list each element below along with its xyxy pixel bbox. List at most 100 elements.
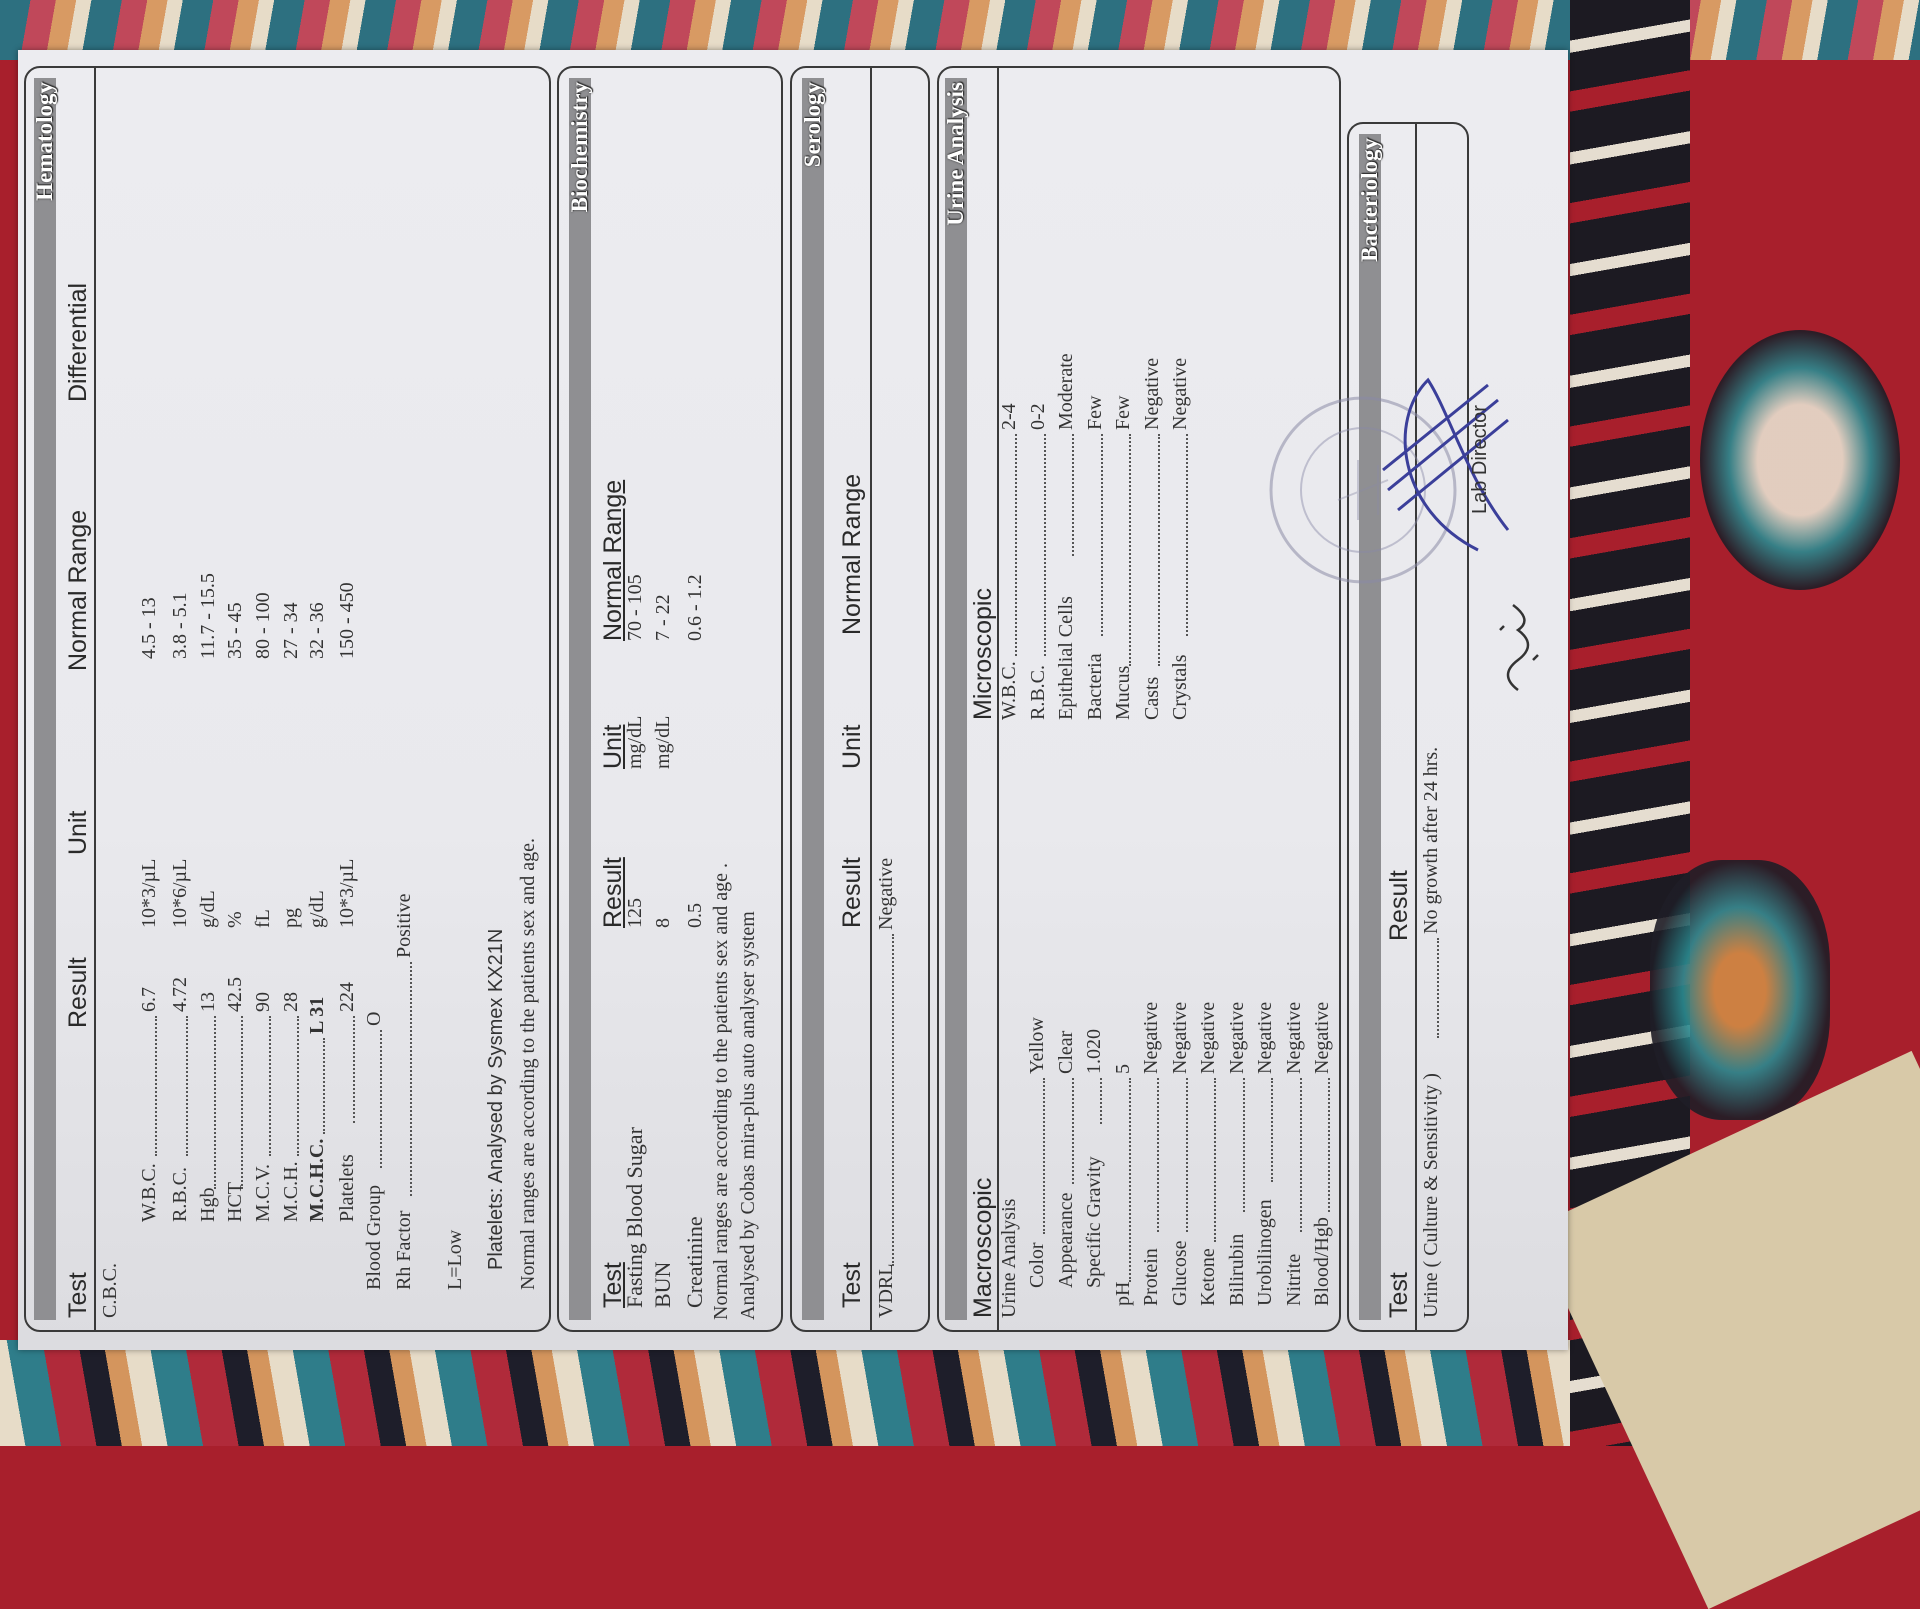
column-header-result: Result [838, 857, 866, 928]
dotted-leader [1072, 434, 1074, 556]
result-value: Negative [1311, 1001, 1333, 1074]
signature [1382, 377, 1510, 552]
result-value: Few [1112, 395, 1134, 430]
result-value: 8 [652, 918, 674, 928]
result-value: 0-2 [1026, 403, 1049, 430]
unit-value: % [224, 911, 246, 928]
serology-section: Serology Test Result Unit Normal Range V… [790, 66, 930, 1332]
result-value: 90 [252, 992, 274, 1012]
dotted-leader [1186, 434, 1188, 636]
dotted-leader [1437, 938, 1439, 1038]
dotted-leader [1214, 1078, 1216, 1242]
normal-range-value: 11.7 - 15.5 [197, 573, 219, 659]
section-bar: Bacteriology [1357, 134, 1382, 1320]
result-value: O [363, 1011, 385, 1026]
test-name: R.B.C. [169, 1166, 191, 1222]
column-header-unit: Unit [838, 724, 866, 769]
section-title: Biochemistry [567, 82, 592, 213]
test-name: M.C.H. [280, 1161, 302, 1222]
test-name: Appearance [1054, 1192, 1077, 1289]
dotted-leader [186, 1016, 188, 1156]
result-value: Negative [1140, 357, 1163, 430]
result-value: 1.020 [1083, 1029, 1105, 1074]
unit-value: 10*3/µL [336, 858, 358, 928]
group-label-cbc: C.B.C. [99, 1262, 121, 1318]
unit-value: mg/dL [652, 715, 674, 769]
header-divider [870, 68, 872, 1330]
dotted-leader [410, 962, 412, 1196]
dotted-leader [1100, 434, 1103, 636]
urine-analysis-section: Urine Analysis Macroscopic Microscopic U… [937, 66, 1341, 1332]
dotted-leader [1328, 1078, 1330, 1212]
dotted-leader [1043, 434, 1046, 656]
unit-value: fL [252, 909, 274, 928]
test-name: Rh Factor [393, 1210, 415, 1290]
result-value: Clear [1054, 1030, 1077, 1074]
unit-value: pg [280, 908, 302, 928]
dotted-leader [1242, 1078, 1245, 1212]
section-title: Serology [800, 82, 825, 168]
test-name: Mucus [1112, 665, 1134, 720]
result-value: Negative [1169, 357, 1191, 430]
normal-range-value: 0.6 - 1.2 [684, 574, 706, 641]
test-name: Blood/Hgb [1311, 1217, 1333, 1306]
note-normal-ranges: Normal ranges are according to the patie… [710, 862, 732, 1320]
normal-range-value: 150 - 450 [336, 582, 358, 659]
test-name: Crystals [1169, 654, 1191, 720]
dotted-leader [380, 1030, 382, 1168]
dotted-leader [269, 1016, 271, 1156]
column-header-result: Result [1385, 870, 1413, 941]
test-name: M.C.H.C. [306, 1138, 328, 1222]
result-value: 42.5 [224, 977, 246, 1012]
carpet-bottom-band [0, 1340, 1620, 1446]
arabic-handwriting [1499, 604, 1539, 691]
result-value: Negative [1168, 1001, 1191, 1074]
normal-range-value: 7 - 22 [652, 594, 674, 641]
result-value: Few [1083, 395, 1106, 430]
result-value: Negative [1197, 1001, 1219, 1074]
column-header-result: Result [64, 957, 92, 1028]
section-bar: Urine Analysis [943, 78, 968, 1320]
group-label-urine-analysis: Urine Analysis [998, 1198, 1020, 1318]
dotted-leader [1015, 434, 1017, 656]
result-value: 4.72 [169, 977, 191, 1012]
result-value: 5 [1111, 1064, 1134, 1074]
test-name: Casts [1140, 676, 1163, 720]
result-value: Negative [1254, 1001, 1276, 1074]
result-value: 224 [336, 982, 358, 1012]
column-header-unit: Unit [64, 810, 92, 855]
biochemistry-section: Biochemistry Test Result Unit Normal Ran… [557, 66, 783, 1332]
result-value: Negative [875, 857, 897, 930]
test-name: pH [1111, 1281, 1134, 1306]
column-header-test: Test [1385, 1272, 1413, 1318]
dotted-leader [892, 934, 894, 1266]
test-name: Glucose [1168, 1240, 1191, 1306]
hematology-section: Hematology Test Result Unit Normal Range… [24, 66, 551, 1332]
column-header-differential: Differential [64, 282, 92, 402]
test-name: HCT [224, 1182, 246, 1222]
result-value: L 31 [306, 996, 328, 1034]
column-header-test: Test [64, 1272, 92, 1318]
result-value: 2-4 [998, 403, 1020, 430]
result-value: 0.5 [684, 903, 706, 928]
test-name: R.B.C. [1026, 664, 1049, 720]
section-bar: Biochemistry [567, 78, 592, 1320]
dotted-leader [1157, 1078, 1159, 1232]
test-name: VDRL [875, 1263, 897, 1318]
dotted-leader [353, 1016, 355, 1123]
platelets-note: Platelets: Analysed by Sysmex KX21N [485, 928, 507, 1270]
test-name: Protein [1140, 1248, 1162, 1306]
result-value: 125 [624, 898, 646, 928]
result-value: No growth after 24 hrs. [1420, 746, 1442, 934]
section-bar: Hematology [32, 78, 57, 1320]
test-name: Epithelial Cells [1055, 596, 1077, 720]
dotted-leader [1129, 434, 1131, 666]
result-value: 6.7 [138, 987, 160, 1012]
header-divider [1415, 124, 1417, 1330]
normal-range-value: 32 - 36 [306, 602, 328, 659]
result-value: Yellow [1026, 1017, 1048, 1074]
dotted-leader [1157, 434, 1160, 666]
test-name: Fasting Blood Sugar [622, 1127, 647, 1308]
test-name: Blood Group [363, 1185, 385, 1290]
unit-value: 10*3/µL [138, 858, 160, 928]
